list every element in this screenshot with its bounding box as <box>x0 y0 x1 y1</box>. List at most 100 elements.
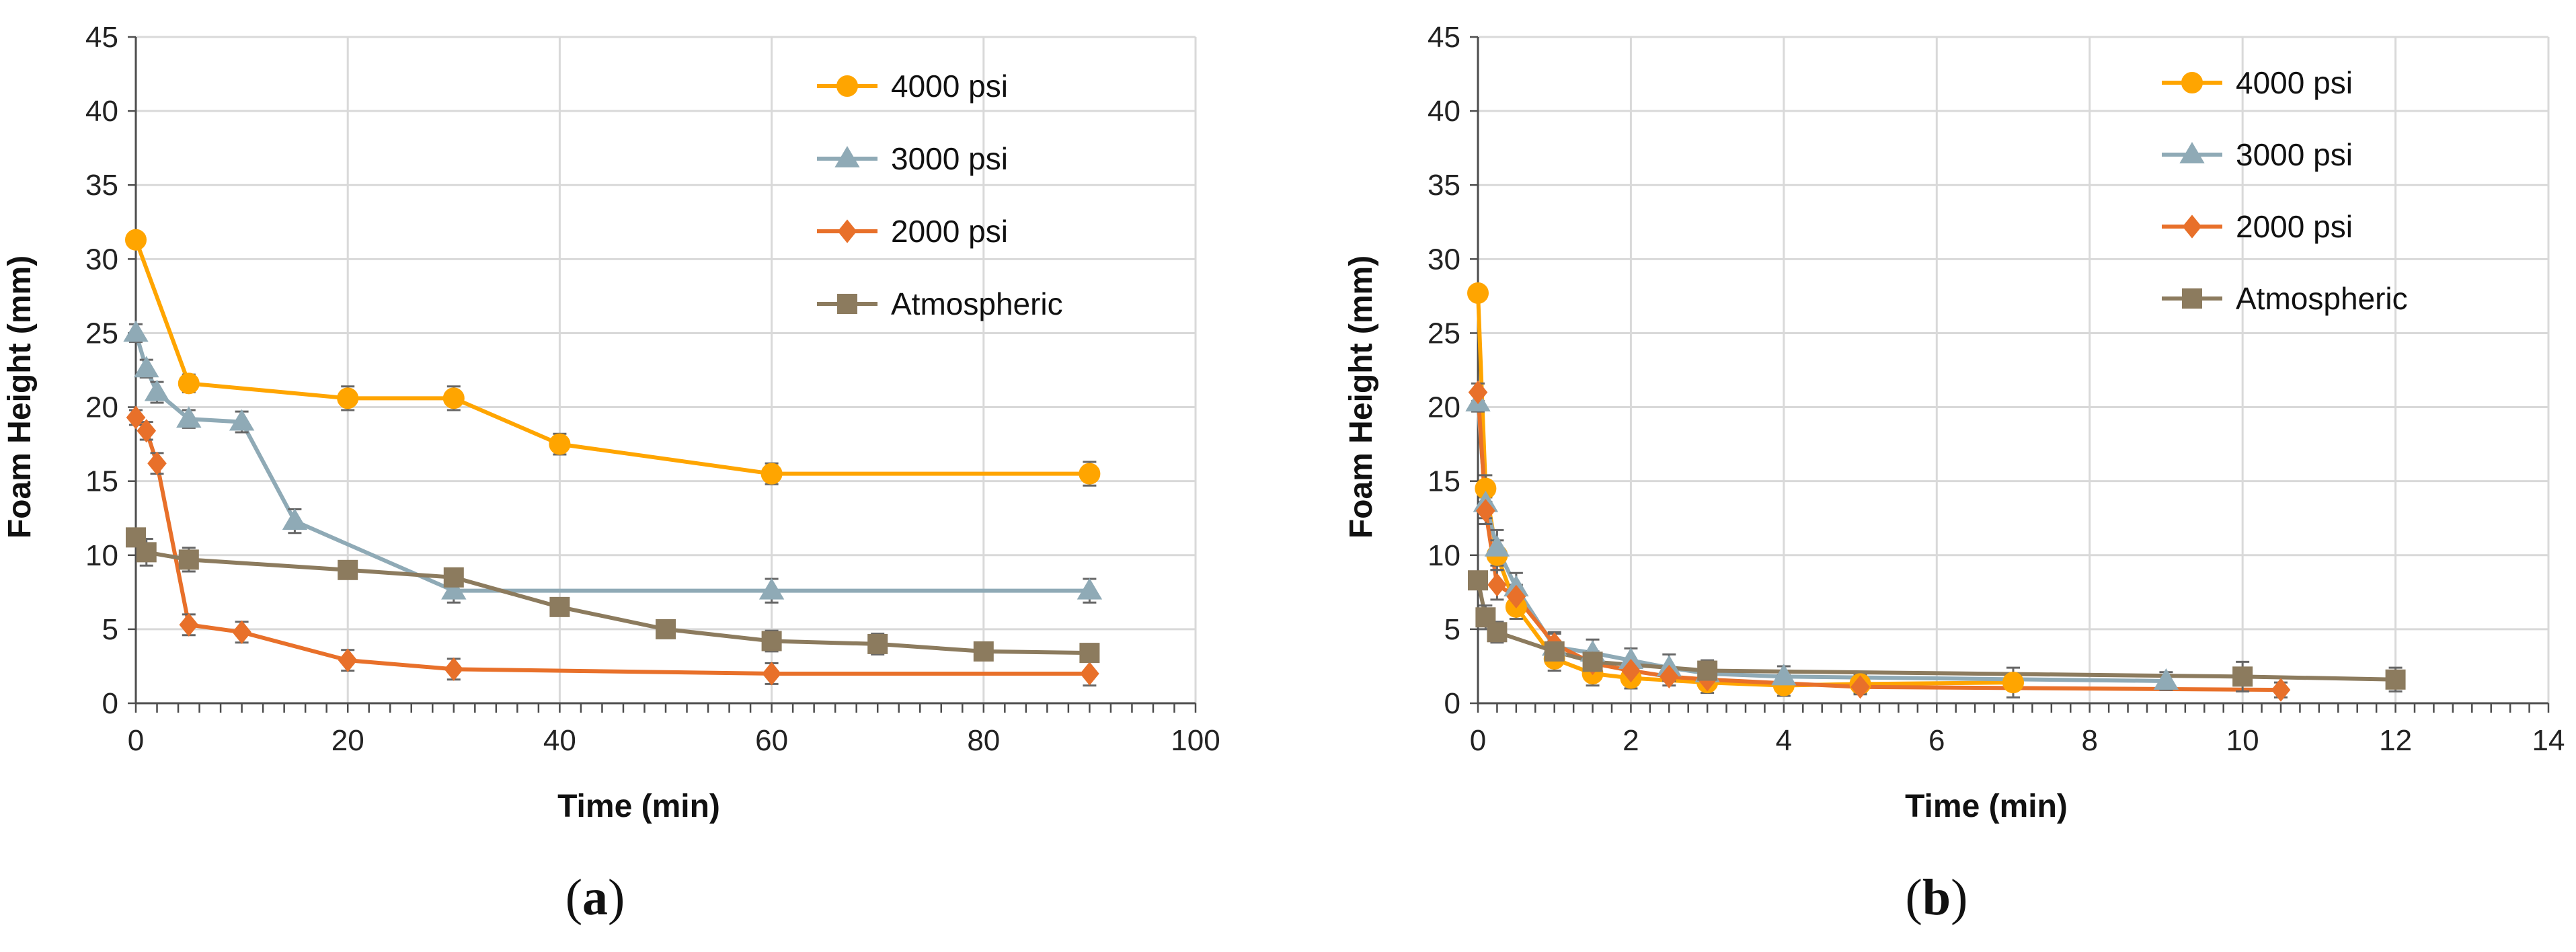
data-point-a-3000-psi-2 <box>144 379 170 401</box>
series-line-b-3000-psi <box>1476 402 2167 683</box>
data-point-a-2000-psi-1 <box>136 419 157 443</box>
chart-panel-b: 0 5 10 15 20 25 30 35 40 45 0 2 4 6 8 10 12 14 Time (min) F… <box>1343 21 2565 926</box>
data-point-a-3000-psi-7 <box>758 578 785 600</box>
legend-label-a-3000-psi: 3000 psi <box>891 141 1008 176</box>
panel-caption-b: (b) <box>1906 869 1968 926</box>
x-tick-label-a-2: 40 <box>543 724 576 757</box>
data-point-a-atmospheric-7 <box>761 631 782 651</box>
x-tick-label-a-0: 0 <box>128 724 144 757</box>
legend-label-b-2000-psi: 2000 psi <box>2236 209 2353 244</box>
y-tick-label-a-9: 45 <box>85 21 118 54</box>
x-tick-label-b-7: 14 <box>2532 724 2565 757</box>
y-tick-label-b-1: 5 <box>1444 613 1460 646</box>
y-tick-label-a-7: 35 <box>85 169 118 202</box>
legend-marker-a-atmospheric <box>837 294 857 314</box>
x-axis-title-b: Time (min) <box>1905 789 2068 824</box>
series-line-b-4000-psi <box>1476 292 2014 688</box>
data-point-b-atmospheric-3 <box>1544 641 1565 662</box>
data-point-a-2000-psi-4 <box>232 620 251 644</box>
data-point-a-4000-psi-6 <box>1079 463 1101 485</box>
data-point-a-2000-psi-7 <box>762 662 781 686</box>
data-point-a-4000-psi-3 <box>442 387 465 409</box>
data-point-b-4000-psi-0 <box>1467 282 1489 304</box>
data-point-a-atmospheric-2 <box>178 549 199 570</box>
data-point-a-atmospheric-6 <box>656 619 676 639</box>
data-point-b-2000-psi-9 <box>1850 675 1870 699</box>
y-tick-label-b-8: 40 <box>1428 95 1460 128</box>
data-point-b-atmospheric-6 <box>2232 666 2253 687</box>
legend-label-b-atmospheric: Atmospheric <box>2236 281 2408 316</box>
data-point-a-3000-psi-5 <box>282 508 308 530</box>
panel-caption-a: (a) <box>565 869 625 926</box>
legend-label-a-2000-psi: 2000 psi <box>891 214 1008 249</box>
x-tick-label-b-3: 6 <box>1928 724 1945 757</box>
y-tick-label-a-1: 5 <box>102 613 118 646</box>
y-tick-label-a-3: 15 <box>85 465 118 498</box>
data-point-b-2000-psi-2 <box>1487 573 1507 597</box>
x-tick-label-a-4: 80 <box>967 724 1000 757</box>
data-point-a-3000-psi-4 <box>229 409 255 431</box>
data-point-a-atmospheric-10 <box>1079 643 1100 664</box>
panel-caption-letter-b: b <box>1922 869 1951 926</box>
y-axis-title-b: Foam Height (mm) <box>1343 255 1379 539</box>
data-point-a-atmospheric-8 <box>867 633 888 654</box>
panel-caption-open-a: ( <box>565 869 582 926</box>
x-tick-label-b-4: 8 <box>2081 724 2097 757</box>
data-point-a-3000-psi-6 <box>441 578 467 600</box>
panel-caption-close-a: ) <box>608 869 625 926</box>
legend-marker-b-2000-psi <box>2182 214 2202 239</box>
data-point-a-atmospheric-4 <box>443 567 464 588</box>
legend-marker-b-3000-psi <box>2179 142 2205 163</box>
legend-label-b-3000-psi: 3000 psi <box>2236 137 2353 172</box>
data-point-a-4000-psi-2 <box>337 387 359 409</box>
legend-marker-b-4000-psi <box>2181 72 2203 93</box>
x-tick-label-a-3: 60 <box>755 724 788 757</box>
y-tick-label-b-0: 0 <box>1444 687 1460 720</box>
y-tick-label-b-9: 45 <box>1428 21 1460 54</box>
legend-marker-a-4000-psi <box>836 75 858 97</box>
series-line-a-2000-psi <box>134 416 1090 676</box>
y-tick-label-a-8: 40 <box>85 95 118 128</box>
data-point-a-4000-psi-4 <box>549 433 571 455</box>
data-point-a-4000-psi-0 <box>125 229 147 251</box>
y-tick-label-a-0: 0 <box>102 687 118 720</box>
data-point-b-atmospheric-7 <box>2385 669 2406 690</box>
data-point-a-2000-psi-5 <box>338 648 358 672</box>
data-point-b-2000-psi-7 <box>1659 664 1679 688</box>
chart-panel-a: 0 5 10 15 20 25 30 35 40 45 0 20 40 60 80 100 Time (min)… <box>2 21 1220 926</box>
data-point-a-2000-psi-0 <box>126 405 146 430</box>
data-point-b-2000-psi-0 <box>1468 380 1488 405</box>
data-point-b-2000-psi-6 <box>1621 658 1641 683</box>
panel-caption-close-b: ) <box>1951 869 1967 926</box>
data-point-b-atmospheric-4 <box>1582 651 1603 672</box>
y-tick-label-b-6: 30 <box>1428 243 1460 276</box>
y-axis-title-a: Foam Height (mm) <box>2 255 38 539</box>
panel-caption-letter-a: a <box>582 869 608 926</box>
data-point-a-2000-psi-3 <box>179 612 199 637</box>
x-tick-label-b-1: 2 <box>1623 724 1639 757</box>
series-line-a-4000-psi <box>134 239 1090 476</box>
data-point-b-4000-psi-10 <box>2002 672 2024 694</box>
data-point-a-2000-psi-6 <box>444 657 464 681</box>
data-point-b-3000-psi-9 <box>1771 664 1797 686</box>
y-tick-label-b-2: 10 <box>1428 539 1460 572</box>
data-point-a-3000-psi-8 <box>1077 578 1103 600</box>
data-point-a-atmospheric-1 <box>136 542 157 563</box>
data-point-a-3000-psi-1 <box>134 356 159 378</box>
legend-label-a-4000-psi: 4000 psi <box>891 69 1008 104</box>
data-point-b-2000-psi-1 <box>1476 499 1495 523</box>
series-line-b-2000-psi <box>1476 392 2281 692</box>
x-tick-label-a-1: 20 <box>331 724 364 757</box>
legend-marker-b-atmospheric <box>2182 288 2202 309</box>
data-point-a-2000-psi-8 <box>1080 662 1099 686</box>
data-point-a-atmospheric-3 <box>338 559 358 580</box>
data-point-a-3000-psi-0 <box>123 320 149 342</box>
data-point-b-3000-psi-2 <box>1484 534 1510 557</box>
y-tick-label-a-5: 25 <box>85 317 118 350</box>
legend-marker-a-3000-psi <box>834 146 860 167</box>
legend-label-a-atmospheric: Atmospheric <box>891 286 1063 321</box>
data-point-a-atmospheric-9 <box>973 641 994 662</box>
series-line-a-3000-psi <box>134 332 1090 593</box>
data-point-a-atmospheric-0 <box>126 527 146 548</box>
